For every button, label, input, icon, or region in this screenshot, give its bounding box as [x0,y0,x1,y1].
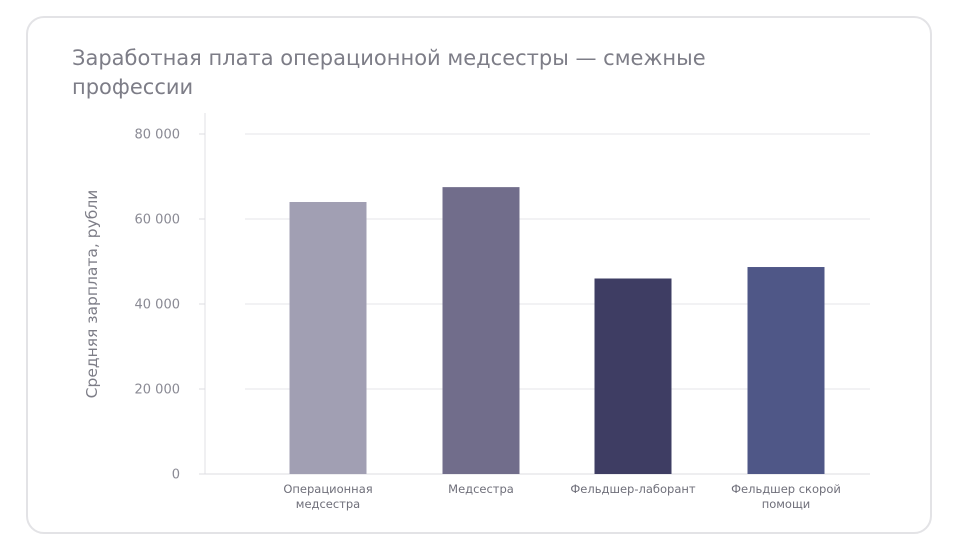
chart-title: Заработная плата операционной медсестры … [72,46,706,99]
x-category-label: Фельдшер-лаборант [570,482,695,496]
bar [747,267,825,474]
bar [594,278,672,474]
y-tick-label: 20 000 [135,383,181,398]
x-category-label: медсестра [296,497,360,511]
x-category-label: Операционная [283,482,372,496]
x-category-label: помощи [762,497,811,511]
y-tick-label: 80 000 [135,128,181,143]
x-category-label: Медсестра [448,482,514,496]
y-tick-label: 40 000 [135,298,181,313]
x-category-label: Фельдшер скорой [731,482,841,496]
y-axis-title: Средняя зарплата, рубли [83,190,101,399]
y-tick-label: 0 [172,468,180,483]
y-tick-label: 60 000 [135,213,181,228]
bar [289,202,367,474]
bar [442,187,520,474]
